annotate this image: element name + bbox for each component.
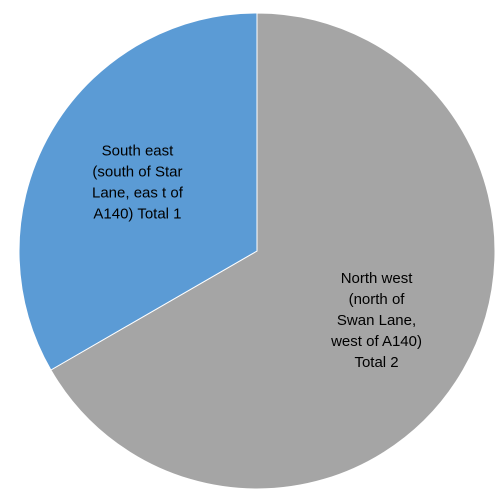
pie-slice-label-0: North west (north of Swan Lane, west of A14…	[330, 270, 422, 371]
pie-slice-label-line: Lane, eas t of	[92, 184, 184, 201]
pie-slice-label-line: Total 2	[354, 354, 398, 371]
slices-layer	[18, 12, 495, 490]
pie-slice-1	[18, 12, 258, 371]
pie-slice-label-line: Swan Lane,	[337, 312, 416, 329]
pie-slice-label-line: A140) Total 1	[93, 205, 181, 222]
pie-slice-label-line: (south of Star	[92, 163, 182, 180]
pie-slice-label-line: North west	[341, 270, 414, 287]
pie-slice-label-line: west of A140)	[330, 333, 422, 350]
pie-slice-label-1: South east (south of Star Lane, eas t of A1…	[92, 142, 184, 222]
pie-slice-label-line: South east	[102, 142, 175, 159]
pie-slice-label-line: (north of	[349, 291, 406, 308]
labels-layer: North west (north of Swan Lane, west of A14…	[92, 142, 422, 371]
pie-slice-0	[50, 12, 495, 490]
